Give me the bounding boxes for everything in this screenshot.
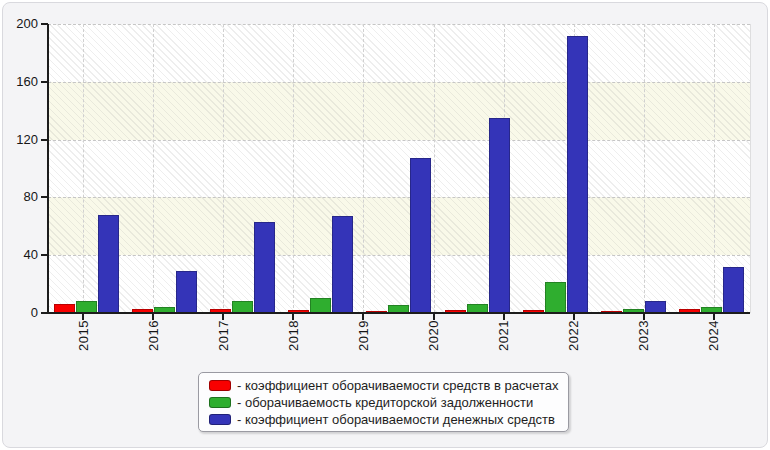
v-gridline xyxy=(714,24,715,313)
y-axis-tick xyxy=(41,81,48,83)
v-gridline xyxy=(223,24,224,313)
x-axis-label-2015: 2015 xyxy=(74,320,92,370)
x-axis-label-2019: 2019 xyxy=(354,320,372,370)
legend-swatch-red xyxy=(209,380,231,391)
y-axis-label: 0 xyxy=(0,305,38,321)
x-axis-tick xyxy=(292,313,294,320)
x-axis-tick xyxy=(433,313,435,320)
legend-item: - коэффициент оборачиваемости денежных с… xyxy=(209,411,558,427)
plot-area xyxy=(48,24,751,313)
bar-series3-group1 xyxy=(98,215,119,313)
y-axis-tick xyxy=(41,196,48,198)
v-gridline xyxy=(644,24,645,313)
legend: - коэффициент оборачиваемости средств в … xyxy=(198,372,569,432)
x-axis-label-2021: 2021 xyxy=(495,320,513,370)
bar-series2-group7 xyxy=(545,282,566,313)
x-axis-label-2018: 2018 xyxy=(284,320,302,370)
y-axis-tick xyxy=(41,312,48,314)
v-gridline xyxy=(363,24,364,313)
bar-series3-group5 xyxy=(410,158,431,313)
bar-series3-group9 xyxy=(723,267,744,313)
bar-series3-group4 xyxy=(332,216,353,313)
x-axis-label-2022: 2022 xyxy=(565,320,583,370)
y-axis-tick xyxy=(41,23,48,25)
bar-series3-group7 xyxy=(567,36,588,313)
y-axis-label: 80 xyxy=(0,189,38,205)
v-gridline xyxy=(153,24,154,313)
x-axis-label-2016: 2016 xyxy=(144,320,162,370)
y-axis-label: 120 xyxy=(0,132,38,148)
x-axis-tick xyxy=(643,313,645,320)
chart-screenshot: - коэффициент оборачиваемости средств в … xyxy=(0,0,770,450)
y-axis-label: 40 xyxy=(0,247,38,263)
legend-item: - оборачиваемость кредиторской задолженн… xyxy=(209,394,558,410)
legend-swatch-green xyxy=(209,397,231,408)
bar-series3-group6 xyxy=(489,118,510,313)
x-axis-tick xyxy=(152,313,154,320)
legend-label: - коэффициент оборачиваемости денежных с… xyxy=(237,412,555,427)
y-axis-label: 160 xyxy=(0,74,38,90)
bar-series2-group4 xyxy=(310,298,331,313)
legend-label: - оборачиваемость кредиторской задолженн… xyxy=(237,395,533,410)
x-axis-label-2020: 2020 xyxy=(425,320,443,370)
x-axis-tick xyxy=(713,313,715,320)
x-axis-tick xyxy=(573,313,575,320)
x-axis-tick xyxy=(82,313,84,320)
bar-series3-group3 xyxy=(254,222,275,313)
v-gridline xyxy=(83,24,84,313)
x-axis-tick xyxy=(362,313,364,320)
x-axis-tick xyxy=(222,313,224,320)
legend-item: - коэффициент оборачиваемости средств в … xyxy=(209,377,558,393)
v-gridline xyxy=(293,24,294,313)
bar-series3-group2 xyxy=(176,271,197,313)
y-axis-tick xyxy=(41,254,48,256)
y-axis-tick xyxy=(41,139,48,141)
legend-label: - коэффициент оборачиваемости средств в … xyxy=(237,378,558,393)
x-axis-tick xyxy=(503,313,505,320)
legend-swatch-blue xyxy=(209,414,231,425)
x-axis-label-2023: 2023 xyxy=(635,320,653,370)
y-axis-line xyxy=(47,24,49,314)
x-axis-label-2017: 2017 xyxy=(214,320,232,370)
y-axis-label: 200 xyxy=(0,16,38,32)
x-axis-label-2024: 2024 xyxy=(705,320,723,370)
v-gridline xyxy=(434,24,435,313)
